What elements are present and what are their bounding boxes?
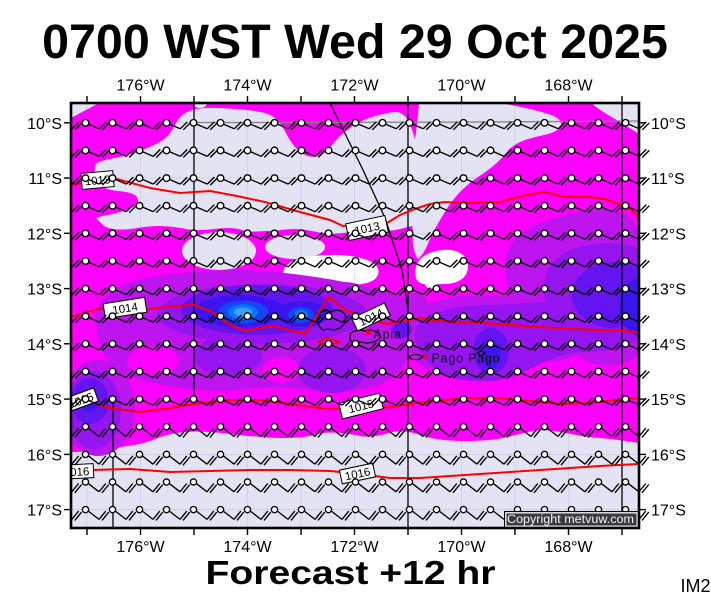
svg-text:IM2: IM2 <box>680 576 710 596</box>
svg-text:176°W: 176°W <box>116 539 165 556</box>
svg-text:17°S: 17°S <box>27 503 62 520</box>
svg-text:12°S: 12°S <box>651 226 686 243</box>
svg-text:14°S: 14°S <box>27 337 62 354</box>
svg-text:168°W: 168°W <box>544 539 593 556</box>
svg-text:15°S: 15°S <box>651 392 686 409</box>
svg-text:1016: 1016 <box>344 466 372 483</box>
svg-text:16°S: 16°S <box>651 447 686 464</box>
svg-text:10°S: 10°S <box>27 116 62 133</box>
svg-text:Forecast +12 hr: Forecast +12 hr <box>206 554 496 591</box>
svg-text:0700 WST Wed 29 Oct 2025: 0700 WST Wed 29 Oct 2025 <box>42 15 668 69</box>
svg-text:1013: 1013 <box>84 174 111 188</box>
svg-text:Apia: Apia <box>374 328 402 342</box>
svg-text:172°W: 172°W <box>330 539 379 556</box>
svg-text:13°S: 13°S <box>27 282 62 299</box>
svg-text:11°S: 11°S <box>28 171 62 188</box>
svg-text:176°W: 176°W <box>116 78 165 95</box>
svg-text:16°S: 16°S <box>27 447 62 464</box>
svg-text:1014: 1014 <box>112 301 140 317</box>
svg-text:170°W: 170°W <box>437 78 486 95</box>
svg-text:10°S: 10°S <box>651 116 686 133</box>
svg-text:Pago Pago: Pago Pago <box>432 352 501 366</box>
svg-text:172°W: 172°W <box>330 78 379 95</box>
svg-text:168°W: 168°W <box>544 78 593 95</box>
svg-text:13°S: 13°S <box>651 282 686 299</box>
svg-text:170°W: 170°W <box>437 539 486 556</box>
svg-text:11°S: 11°S <box>651 171 685 188</box>
svg-text:15°S: 15°S <box>27 392 62 409</box>
svg-text:174°W: 174°W <box>223 539 272 556</box>
svg-text:Copyright metvuw.com: Copyright metvuw.com <box>507 514 634 526</box>
svg-text:14°S: 14°S <box>651 337 686 354</box>
svg-text:12°S: 12°S <box>27 226 62 243</box>
svg-text:17°S: 17°S <box>651 503 686 520</box>
svg-text:174°W: 174°W <box>223 78 272 95</box>
svg-text:1016: 1016 <box>63 466 89 479</box>
